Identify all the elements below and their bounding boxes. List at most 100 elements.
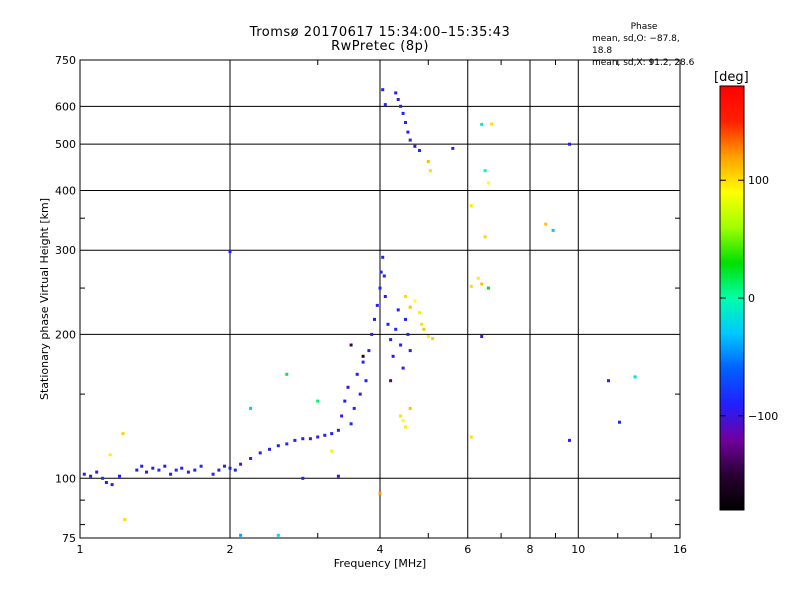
phase-stats-o-mode: mean, sd,O: −87.8, 18.8	[592, 34, 680, 56]
data-point	[239, 462, 243, 466]
data-point	[157, 468, 161, 472]
data-point	[480, 335, 484, 338]
data-point	[308, 437, 312, 441]
data-point	[399, 414, 403, 418]
data-point	[169, 472, 173, 476]
data-point	[370, 332, 374, 336]
data-point	[389, 338, 393, 342]
data-point	[490, 122, 494, 126]
data-point	[394, 91, 398, 95]
y-tick-label: 75	[62, 532, 76, 545]
colorbar-ticks: −100 0 100	[720, 174, 778, 423]
data-point	[193, 468, 197, 472]
data-point	[426, 160, 430, 163]
data-point	[420, 322, 424, 326]
data-point	[140, 464, 144, 468]
data-point	[361, 360, 365, 364]
x-axis-label: Frequency [MHz]	[334, 557, 426, 570]
data-point	[276, 533, 280, 537]
y-tick-label: 500	[55, 138, 76, 151]
data-point	[391, 354, 395, 358]
data-point	[285, 442, 289, 446]
data-point	[607, 379, 610, 383]
colorbar-tick-label: −100	[748, 410, 778, 423]
data-point	[568, 142, 571, 146]
data-point	[451, 146, 455, 150]
data-point	[418, 149, 421, 152]
data-point	[480, 122, 484, 126]
colorbar-label: [deg]	[714, 70, 749, 85]
data-point	[476, 276, 480, 280]
x-tick-label: 4	[377, 543, 384, 556]
data-point	[367, 349, 371, 353]
data-point	[101, 476, 105, 480]
data-point	[404, 295, 407, 298]
data-point	[336, 474, 340, 478]
y-tick-label: 750	[55, 54, 76, 67]
data-point	[408, 305, 412, 309]
data-point	[228, 466, 232, 470]
x-tick-label: 8	[527, 543, 534, 556]
data-point	[401, 111, 405, 115]
data-point	[404, 425, 407, 429]
scatter-points	[82, 88, 637, 537]
data-point	[406, 130, 410, 134]
data-point	[399, 104, 403, 108]
data-point	[633, 375, 637, 379]
phase-stats-title: Phase	[630, 22, 658, 32]
data-point	[408, 138, 412, 142]
data-point	[406, 332, 410, 336]
data-point	[361, 354, 365, 358]
y-tick-label: 600	[55, 100, 76, 113]
data-point	[293, 438, 297, 442]
data-point	[396, 308, 400, 312]
data-point	[110, 483, 114, 487]
data-point	[431, 337, 435, 341]
data-point	[108, 453, 112, 457]
data-point	[408, 406, 412, 410]
x-tick-label: 10	[571, 543, 585, 556]
data-point	[301, 437, 305, 441]
phase-stats-x-mode: mean, sd,X: 91.2, 28.6	[592, 58, 695, 68]
data-point	[381, 88, 385, 92]
data-point	[469, 435, 473, 439]
data-point	[258, 451, 262, 455]
data-point	[469, 284, 473, 288]
data-point	[404, 121, 407, 124]
data-point	[394, 327, 398, 331]
data-point	[381, 255, 385, 259]
data-point	[223, 464, 226, 468]
phase-statistics: Phase mean, sd,O: −87.8, 18.8 mean, sd,X…	[592, 21, 696, 69]
data-point	[323, 433, 327, 437]
data-point	[426, 335, 430, 338]
data-point	[211, 472, 215, 476]
y-tick-label: 300	[55, 244, 76, 257]
data-point	[382, 274, 386, 278]
data-point	[483, 235, 487, 239]
colorbar-tick-label: 100	[748, 174, 769, 187]
y-tick-label: 400	[55, 184, 76, 197]
data-point	[316, 399, 320, 403]
data-point	[285, 372, 289, 376]
data-point	[469, 204, 473, 208]
data-point	[349, 422, 353, 426]
data-point	[89, 474, 93, 478]
data-point	[95, 470, 99, 474]
x-tick-label: 16	[673, 543, 687, 556]
data-point	[413, 299, 417, 303]
y-axis-label: Stationary phase Virtual Height [km]	[38, 198, 51, 400]
data-point	[373, 317, 376, 321]
data-point	[480, 282, 484, 286]
data-point	[568, 438, 571, 442]
data-point	[544, 222, 548, 226]
data-point	[145, 470, 148, 474]
data-point	[375, 303, 379, 307]
data-point	[340, 414, 344, 418]
data-point	[276, 444, 280, 448]
data-point	[551, 228, 555, 232]
data-point	[301, 476, 305, 480]
data-point	[399, 343, 403, 347]
data-point	[180, 466, 184, 470]
data-point	[346, 385, 350, 389]
